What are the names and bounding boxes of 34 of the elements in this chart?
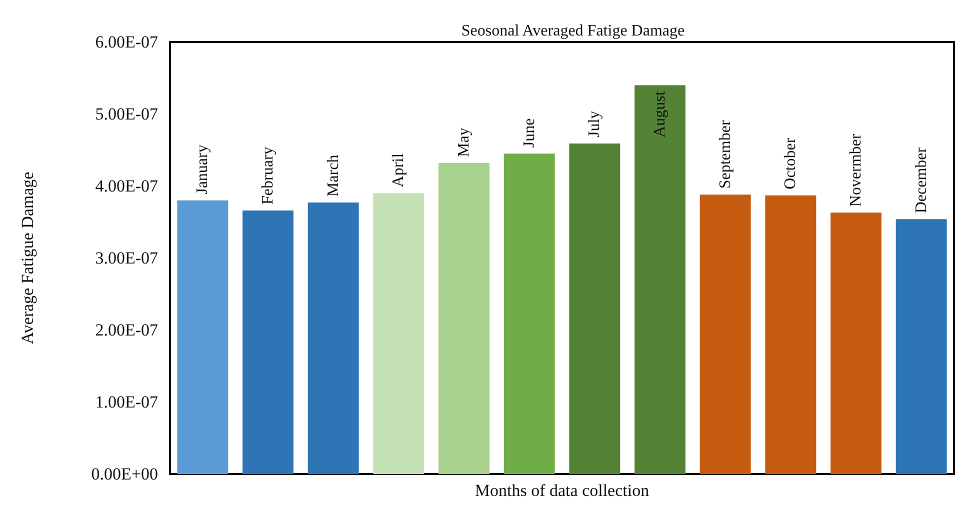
x-tick-label: September (716, 120, 734, 189)
bar (830, 212, 882, 474)
x-tick-label: April (390, 152, 408, 188)
bar (308, 202, 359, 474)
x-tick-label: May (456, 128, 472, 157)
y-tick-label: 4.00E-07 (95, 176, 158, 196)
x-axis-title: Months of data collection (474, 481, 650, 500)
bar (765, 195, 816, 474)
y-tick-label: 1.00E-07 (95, 392, 158, 412)
bar (504, 154, 555, 474)
x-tick-label: January (194, 144, 212, 194)
y-tick-label: 0.00E+00 (91, 464, 158, 484)
chart-title: Seosonal Averaged Fatige Damage (461, 22, 685, 40)
bar (634, 85, 686, 474)
x-tick-label: December (912, 146, 930, 214)
x-tick-label: July (586, 110, 604, 138)
x-tick-label: February (260, 146, 276, 204)
bar (438, 162, 490, 474)
x-tick-label: June (520, 118, 538, 148)
x-tick-label: October (782, 137, 800, 190)
y-axis-title: Average Fatigue Damage (18, 172, 37, 344)
y-tick-label: 3.00E-07 (95, 248, 158, 268)
y-tick-label: 2.00E-07 (95, 320, 158, 340)
bar (177, 200, 228, 474)
y-tick-label: 6.00E-07 (95, 32, 158, 52)
bar (373, 193, 424, 474)
x-tick-label: Novermber (848, 133, 864, 207)
bar (700, 194, 751, 474)
y-tick-label: 5.00E-07 (95, 104, 158, 124)
bar (569, 144, 620, 474)
bar (896, 219, 947, 474)
x-tick-label: August (652, 90, 668, 138)
bar (242, 210, 294, 474)
x-tick-label: March (324, 154, 342, 197)
